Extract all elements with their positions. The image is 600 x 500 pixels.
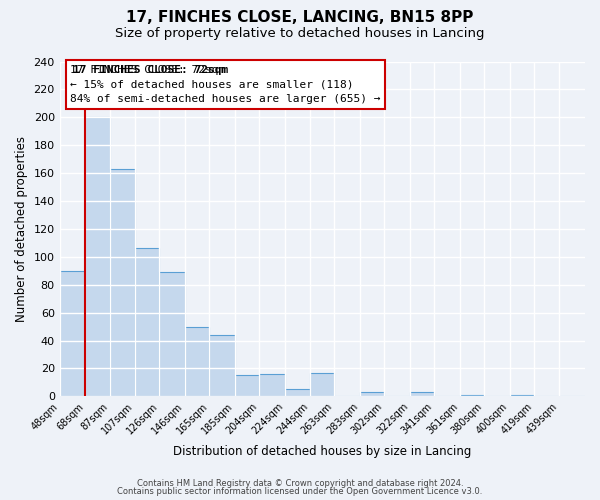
Text: Contains HM Land Registry data © Crown copyright and database right 2024.: Contains HM Land Registry data © Crown c… bbox=[137, 478, 463, 488]
Bar bbox=[284, 390, 310, 396]
X-axis label: Distribution of detached houses by size in Lancing: Distribution of detached houses by size … bbox=[173, 444, 472, 458]
Bar bbox=[160, 272, 185, 396]
Bar bbox=[110, 169, 135, 396]
Bar bbox=[185, 326, 209, 396]
Text: Size of property relative to detached houses in Lancing: Size of property relative to detached ho… bbox=[115, 28, 485, 40]
Bar bbox=[235, 376, 259, 396]
Text: Contains public sector information licensed under the Open Government Licence v3: Contains public sector information licen… bbox=[118, 487, 482, 496]
Bar bbox=[209, 335, 235, 396]
Text: 17, FINCHES CLOSE, LANCING, BN15 8PP: 17, FINCHES CLOSE, LANCING, BN15 8PP bbox=[127, 10, 473, 25]
Bar bbox=[460, 395, 484, 396]
Y-axis label: Number of detached properties: Number of detached properties bbox=[15, 136, 28, 322]
Bar bbox=[509, 395, 534, 396]
Text: 17 FINCHES CLOSE: 72sqm: 17 FINCHES CLOSE: 72sqm bbox=[73, 65, 228, 75]
Bar bbox=[135, 248, 160, 396]
Bar bbox=[360, 392, 385, 396]
Text: 17 FINCHES CLOSE: 72sqm
← 15% of detached houses are smaller (118)
84% of semi-d: 17 FINCHES CLOSE: 72sqm ← 15% of detache… bbox=[70, 65, 380, 104]
Bar bbox=[310, 372, 334, 396]
Bar bbox=[59, 271, 85, 396]
Bar bbox=[85, 118, 110, 396]
Bar bbox=[410, 392, 434, 396]
Bar bbox=[259, 374, 284, 396]
